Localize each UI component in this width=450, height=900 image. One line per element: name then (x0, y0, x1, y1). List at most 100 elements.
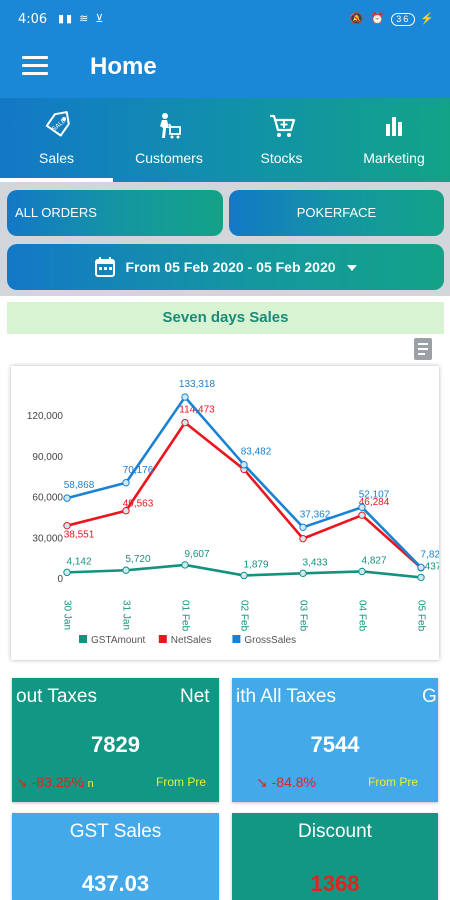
card-value: 7544 (310, 732, 360, 757)
data-label: 133,318 (179, 379, 216, 390)
app-bar: Home (0, 40, 450, 98)
card-title-next: G (422, 686, 437, 707)
change-value: -83.25% (31, 774, 84, 790)
x-tick-label: 03 Feb (297, 600, 308, 632)
y-tick-label: 0 (57, 574, 63, 585)
change-value: -84.8% (271, 774, 316, 790)
legend-swatch-GrossSales (232, 635, 241, 643)
calendar-icon (94, 256, 115, 277)
sales-chart-card: 0 30,000 60,000 90,000 120,000 30 Jan 31 Jan 01… (11, 366, 439, 660)
data-point-NetSales (181, 418, 189, 427)
y-tick-label: 60,000 (32, 493, 63, 504)
tab-sales[interactable]: SALE Sales (0, 98, 113, 182)
data-label: 4,142 (66, 556, 91, 567)
tab-label: Marketing (363, 150, 425, 166)
data-label: 38,551 (64, 530, 95, 541)
y-tick-label: 90,000 (32, 452, 63, 463)
data-point-GrossSales (181, 393, 189, 401)
data-point-GSTAmount (358, 567, 366, 576)
tab-customers[interactable]: Customers (113, 98, 225, 182)
card-title: GST Sales (69, 821, 162, 842)
data-label: 437 (425, 561, 439, 572)
legend-label: GSTAmount (91, 635, 145, 646)
data-label: 5,720 (125, 554, 150, 565)
tag-icon: SALE (45, 111, 70, 137)
sales-line-chart: 0 30,000 60,000 90,000 120,000 30 Jan 31 Jan 01… (27, 379, 439, 646)
data-point-GrossSales (63, 494, 71, 502)
status-time: 4:06 (18, 12, 48, 27)
change-percent: ↘ -83.25% n (16, 774, 94, 790)
x-tick-label: 05 Feb (415, 600, 426, 632)
data-point-GrossSales (299, 523, 307, 531)
legend-label: NetSales (171, 635, 212, 646)
card-title: ith All Taxes (236, 686, 336, 707)
data-point-NetSales (63, 521, 71, 530)
chevron-down-icon (347, 265, 358, 272)
data-point-GSTAmount (240, 571, 248, 580)
data-label: 3,433 (302, 557, 327, 568)
data-label: 58,868 (64, 480, 95, 491)
data-label: 46,284 (359, 497, 390, 508)
x-tick-label: 02 Feb (238, 600, 249, 632)
tab-stocks[interactable]: Stocks (225, 98, 338, 182)
menu-icon[interactable] (22, 56, 48, 78)
net-without-taxes-card[interactable]: out Taxes Net 7829 ↘ -83.25% n From Pre (12, 678, 219, 802)
person-cart-icon (160, 113, 181, 139)
data-point-NetSales (299, 534, 307, 543)
card-value: 437.03 (81, 871, 150, 896)
battery-icon: 36 (391, 13, 416, 26)
from-previous-label: From Pre (156, 775, 207, 789)
data-point-NetSales (122, 507, 130, 515)
data-label: 4,827 (361, 555, 386, 566)
discount-card[interactable]: Discount 1368 (232, 813, 438, 900)
card-value: 7829 (91, 732, 140, 757)
data-label: 1,879 (243, 559, 268, 570)
data-point-NetSales (358, 511, 366, 519)
card-value: 1368 (310, 871, 360, 896)
all-orders-button[interactable]: ALL ORDERS (7, 190, 223, 236)
data-point-GrossSales (358, 503, 366, 511)
change-percent: ↘ -84.8% (256, 774, 316, 790)
card-title: Discount (298, 821, 372, 842)
x-tick-label: 30 Jan (61, 600, 72, 630)
gst-sales-card[interactable]: GST Sales 437.03 (12, 813, 219, 900)
data-point-GrossSales (240, 461, 248, 469)
series-line-GrossSales (66, 395, 422, 569)
data-point-GrossSales (417, 563, 425, 572)
tab-label: Stocks (260, 150, 303, 166)
section-title: Seven days Sales (7, 302, 444, 334)
document-icon[interactable] (412, 337, 434, 361)
with-all-taxes-card[interactable]: ith All Taxes G 7544 ↘ -84.8% From Pre (232, 678, 438, 802)
data-point-GrossSales (122, 479, 130, 487)
tab-marketing[interactable]: Marketing (338, 98, 450, 182)
data-label: 52,107 (359, 489, 390, 500)
legend-swatch-NetSales (158, 635, 167, 643)
card-title: out Taxes (16, 686, 97, 707)
date-range-label: From 05 Feb 2020 - 05 Feb 2020 (125, 259, 336, 275)
data-point-GSTAmount (417, 573, 425, 582)
x-tick-label: 31 Jan (120, 600, 131, 630)
data-point-GSTAmount (63, 568, 71, 577)
tab-bar: SALE Sales Customers Stocks Marketing (0, 98, 450, 182)
bar-chart-icon (386, 117, 402, 136)
data-label: 9,607 (184, 549, 209, 560)
data-label: 83,482 (241, 447, 272, 458)
filter-panel: ALL ORDERS POKERFACE From 05 Feb 2020 - … (0, 182, 450, 296)
pokerface-button[interactable]: POKERFACE (229, 190, 444, 236)
from-previous-label: From Pre (368, 775, 419, 789)
y-tick-label: 30,000 (32, 533, 63, 544)
status-right-icons: 🔕 ⏰ 36 ⚡ (350, 12, 436, 26)
status-bar: 4:06 ▮▮ ≋ ⊻ 🔕 ⏰ 36 ⚡ (0, 0, 450, 40)
x-tick-label: 01 Feb (179, 600, 190, 632)
change-suffix: n (87, 778, 94, 790)
card-title-next: Net (180, 686, 210, 707)
x-tick-label: 04 Feb (356, 600, 367, 632)
tab-label: Sales (38, 150, 75, 166)
data-label: 37,362 (300, 509, 331, 520)
legend-label: GrossSales (244, 635, 296, 646)
data-point-GSTAmount (181, 561, 189, 569)
signal-wifi-icons: ▮▮ ≋ ⊻ (58, 13, 106, 25)
date-range-button[interactable]: From 05 Feb 2020 - 05 Feb 2020 (7, 244, 444, 290)
data-label: 7,829 (420, 549, 439, 560)
data-label: 49,563 (123, 499, 154, 510)
